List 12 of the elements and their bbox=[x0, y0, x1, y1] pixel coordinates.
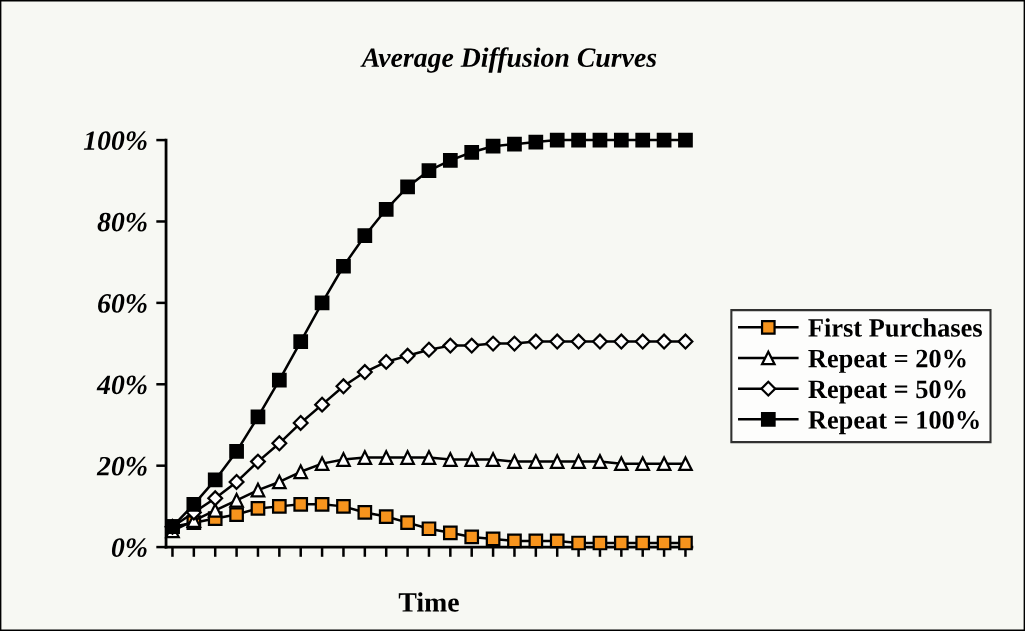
legend-label: Repeat = 20% bbox=[808, 349, 966, 373]
legend-label: Repeat = 100% bbox=[808, 411, 979, 435]
y-tick-label: 0% bbox=[111, 538, 147, 558]
y-tick-label: 80% bbox=[97, 212, 147, 232]
y-tick-label: 60% bbox=[98, 294, 147, 313]
x-axis-title: Time bbox=[398, 592, 459, 612]
legend-label: Repeat = 50% bbox=[808, 380, 966, 404]
y-tick-label: 100% bbox=[83, 131, 147, 151]
y-tick-label: 20% bbox=[96, 456, 147, 476]
chart-title: Average Diffusion Curves bbox=[360, 47, 657, 73]
y-tick-label: 40% bbox=[96, 375, 147, 395]
legend-label: First Purchases bbox=[808, 318, 982, 337]
